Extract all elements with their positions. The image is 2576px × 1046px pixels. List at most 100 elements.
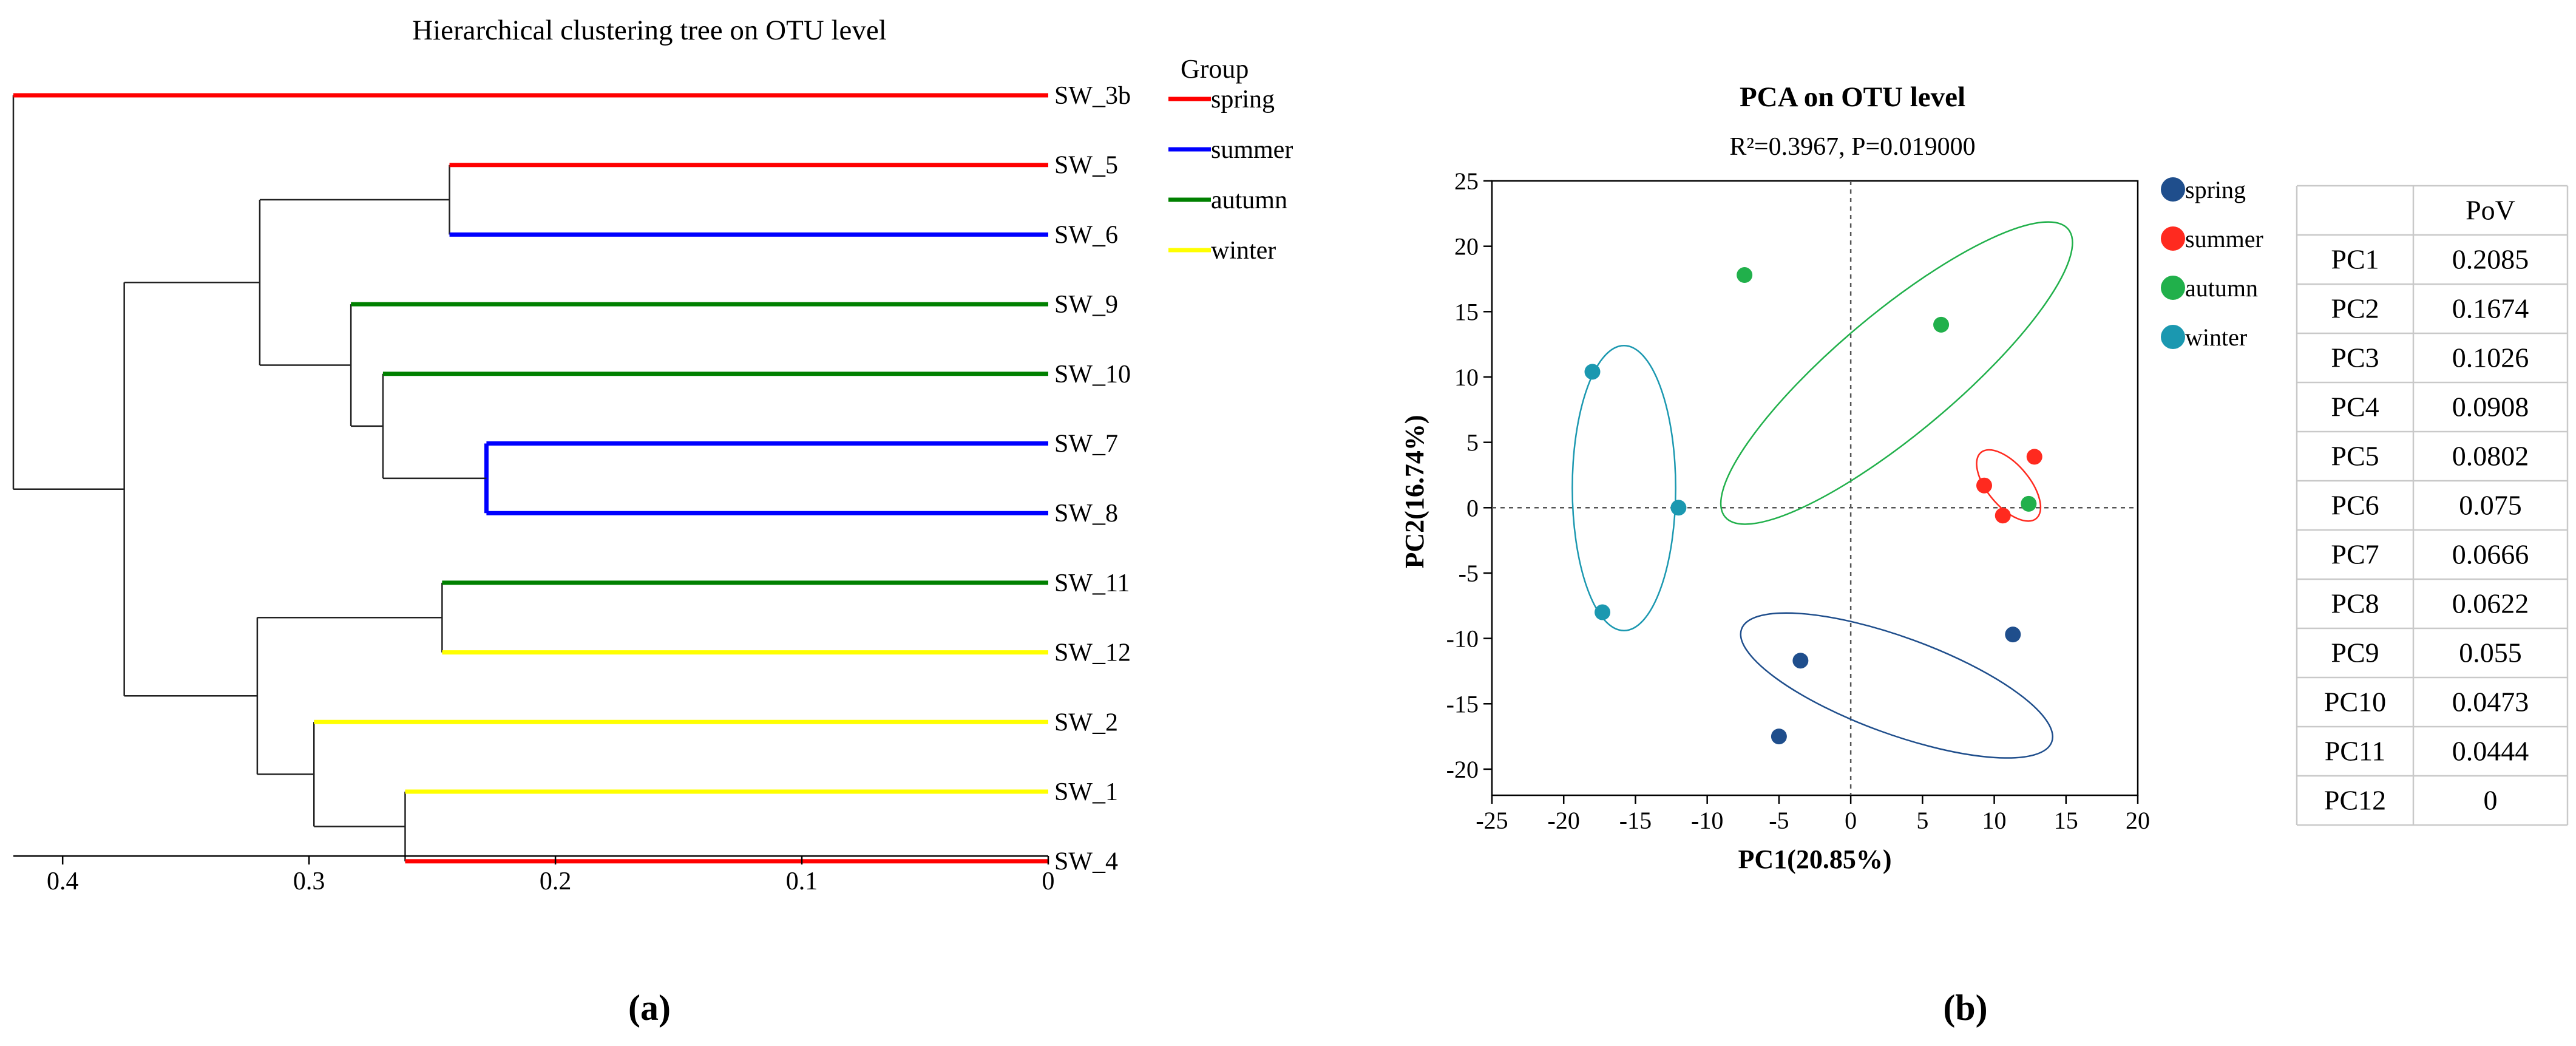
pov-table-pc-name: PC1 xyxy=(2331,244,2379,275)
pca-point-spring xyxy=(1792,653,1809,669)
pov-table-pc-name: PC9 xyxy=(2331,637,2379,668)
pca-subtitle: R²=0.3967, P=0.019000 xyxy=(1729,133,1975,161)
pov-table-pov-value: 0.2085 xyxy=(2452,244,2529,275)
pca-y-tick-label: 5 xyxy=(1466,429,1479,457)
pca-x-tick-label: -5 xyxy=(1769,807,1789,834)
pca-point-autumn xyxy=(2021,495,2037,512)
dendrogram-x-tick-label: 0.3 xyxy=(293,868,325,895)
pca-points xyxy=(1584,267,2042,745)
pov-table-pc-name: PC11 xyxy=(2325,736,2386,767)
dendrogram-links xyxy=(12,95,489,861)
pov-table-pov-value: 0.055 xyxy=(2459,637,2522,668)
leaf-label: SW_5 xyxy=(1054,152,1118,180)
pca-point-winter xyxy=(1595,604,1611,620)
pca-ellipse-winter xyxy=(1571,345,1676,631)
pca-x-tick-label: -20 xyxy=(1548,807,1580,834)
legend-label-autumn: autumn xyxy=(1211,186,1287,214)
pca-ellipse-summer xyxy=(1976,449,2042,522)
pca-x-tick-label: -25 xyxy=(1476,807,1508,834)
legend-title: Group xyxy=(1181,54,1249,84)
pca-x-tick-label: 15 xyxy=(2054,807,2078,834)
pov-table-pov-value: 0 xyxy=(2484,785,2498,816)
pov-table-pc-name: PC10 xyxy=(2324,687,2386,718)
pca-ellipses xyxy=(1571,221,2073,759)
pca-y-tick-label: -20 xyxy=(1446,756,1479,783)
leaf-label: SW_11 xyxy=(1054,569,1130,597)
pov-table-pov-value: 0.0908 xyxy=(2452,392,2529,423)
pca-x-tick-label: 0 xyxy=(1845,807,1857,834)
leaf-label: SW_2 xyxy=(1054,708,1118,736)
leaf-label: SW_8 xyxy=(1054,500,1118,528)
dendrogram-x-tick-label: 0.1 xyxy=(786,868,818,895)
leaf-label: SW_7 xyxy=(1054,430,1118,458)
dendrogram-x-tick-label: 0 xyxy=(1042,868,1055,895)
pov-table-pc-name: PC6 xyxy=(2331,490,2379,521)
pca-point-winter xyxy=(1584,364,1601,380)
leaf-label: SW_12 xyxy=(1054,639,1131,667)
pca-point-summer xyxy=(2026,449,2042,465)
pov-table-pc-name: PC2 xyxy=(2331,293,2379,324)
pov-table-pov-value: 0.0473 xyxy=(2452,687,2529,718)
pca-y-tick-label: 15 xyxy=(1454,298,1479,325)
pca-ellipse-spring xyxy=(1740,612,2053,759)
pov-table-pc-name: PC4 xyxy=(2331,392,2379,423)
pov-table-header-pov: PoV xyxy=(2466,195,2515,226)
panel-label-b: (b) xyxy=(1943,988,1987,1028)
pca-plot-frame xyxy=(1491,180,2139,796)
pca-y-tick-label: 10 xyxy=(1454,364,1479,391)
pca-ellipse-autumn xyxy=(1720,221,2073,525)
pca-point-spring xyxy=(2005,627,2021,643)
pca-legend-label-summer: summer xyxy=(2185,225,2263,253)
legend-label-spring: spring xyxy=(1211,86,1275,114)
leaf-label: SW_10 xyxy=(1054,361,1131,389)
pov-table-pov-value: 0.1026 xyxy=(2452,342,2529,373)
dendrogram-legend: Group spring summer autumn winter xyxy=(1168,54,1293,265)
pca-legend-marker-summer xyxy=(2161,226,2185,251)
pca-y-tick-label: 0 xyxy=(1466,494,1479,521)
pca-point-autumn xyxy=(1933,316,1950,333)
pca-y-tick-label: -10 xyxy=(1446,625,1479,653)
pca-point-summer xyxy=(1976,477,1993,494)
pca-legend-marker-autumn xyxy=(2161,276,2185,300)
leaf-label: SW_3b xyxy=(1054,82,1131,110)
pca-legend-marker-spring xyxy=(2161,177,2185,202)
pca-point-summer xyxy=(1995,508,2011,524)
pca-zero-lines xyxy=(1492,181,2138,795)
pca-legend-marker-winter xyxy=(2161,325,2185,349)
legend-label-summer: summer xyxy=(1211,136,1293,164)
pca-axes-ticks: -25 -20 -15 -10 -5 0 5 10 15 20 25 20 15 10 5 0 -5 -10 -15… xyxy=(1446,168,2150,834)
pca-legend-label-winter: winter xyxy=(2185,324,2247,351)
pca-title: PCA on OTU level xyxy=(1740,81,1965,113)
pca-legend-label-autumn: autumn xyxy=(2185,274,2258,302)
pca-point-spring xyxy=(1771,728,1787,745)
pca-point-winter xyxy=(1670,500,1687,516)
pov-table-pc-name: PC8 xyxy=(2331,588,2379,619)
pov-table: PoV PC1 0.2085 PC2 0.1674 PC3 0.1026 PC4 0.0908 P… xyxy=(2296,185,2569,826)
pca-point-autumn xyxy=(1737,267,1753,284)
panel-label-a: (a) xyxy=(628,988,671,1028)
leaf-label: SW_4 xyxy=(1054,848,1118,876)
dendrogram-x-tick-label: 0.4 xyxy=(47,868,79,895)
pov-table-pov-value: 0.075 xyxy=(2459,490,2522,521)
dendrogram-x-axis: 0.4 0.3 0.2 0.1 0 xyxy=(13,855,1055,895)
pca-x-tick-label: 10 xyxy=(1982,807,2007,834)
pca-y-tick-label: -5 xyxy=(1459,560,1479,587)
pca-y-tick-label: 20 xyxy=(1454,233,1479,260)
dendrogram-leaves: SW_3b SW_5 SW_6 SW_9 SW_10 SW_7 SW_8 SW_11 SW_12… xyxy=(13,82,1131,876)
legend-label-winter: winter xyxy=(1211,237,1276,265)
pca-x-tick-label: -10 xyxy=(1691,807,1723,834)
pca-y-label: PC2(16.74%) xyxy=(1400,415,1429,569)
leaf-label: SW_1 xyxy=(1054,778,1118,806)
pca-legend-label-spring: spring xyxy=(2185,176,2246,203)
pca-y-tick-label: 25 xyxy=(1454,168,1479,195)
pov-table-pov-value: 0.1674 xyxy=(2452,293,2529,324)
pca-x-label: PC1(20.85%) xyxy=(1738,844,1892,874)
pov-table-pc-name: PC5 xyxy=(2331,441,2379,472)
pca-x-tick-label: 20 xyxy=(2126,807,2150,834)
pov-table-pov-value: 0.0802 xyxy=(2452,441,2529,472)
pca-panel: PCA on OTU level R²=0.3967, P=0.019000 -… xyxy=(1400,81,2263,1028)
leaf-label: SW_6 xyxy=(1054,221,1118,249)
pca-x-tick-label: 5 xyxy=(1916,807,1928,834)
pca-y-tick-label: -15 xyxy=(1446,690,1479,718)
pov-table-pov-value: 0.0444 xyxy=(2452,736,2529,767)
